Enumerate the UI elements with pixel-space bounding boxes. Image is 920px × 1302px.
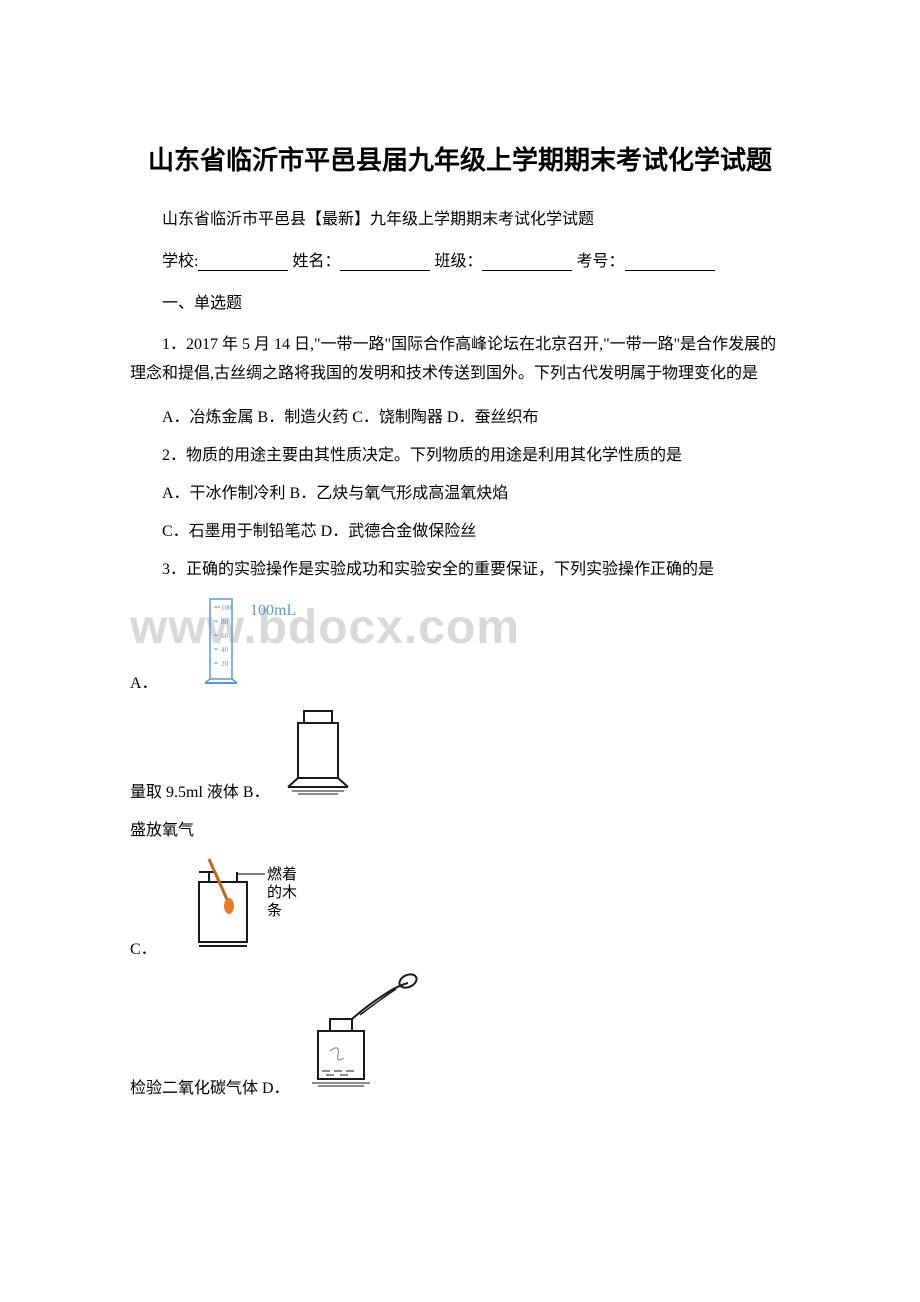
- cylinder-label: 100mL: [250, 602, 296, 619]
- name-label: 姓名：: [292, 253, 340, 270]
- document-subtitle: 山东省临沂市平邑县【最新】九年级上学期期末考试化学试题: [130, 205, 790, 229]
- svg-text:20: 20: [221, 660, 229, 668]
- q3-opt-d-text: 检验二氧化碳气体 D．: [130, 1074, 290, 1098]
- question-1: 1．2017 年 5 月 14 日,"一带一路"国际合作高峰论坛在北京召开,"一…: [130, 331, 790, 389]
- school-blank: [198, 251, 288, 271]
- section-heading: 一、单选题: [130, 289, 790, 313]
- svg-text:60: 60: [221, 632, 229, 640]
- q1-options: A．冶炼金属 B．制造火药 C．饶制陶器 D．蚕丝织布: [130, 403, 790, 427]
- q2-options-line2: C．石墨用于制铅笔芯 D．武德合金做保险丝: [130, 517, 790, 541]
- q3-option-c: C． 燃着 的木 条: [130, 854, 790, 959]
- svg-text:100: 100: [221, 604, 232, 612]
- examid-blank: [625, 251, 715, 271]
- document-title: 山东省临沂市平邑县届九年级上学期期末考试化学试题: [130, 140, 790, 177]
- burning-stick-bottle-image: 燃着 的木 条: [189, 854, 349, 959]
- student-info-form: 学校: 姓名： 班级： 考号：: [130, 247, 790, 271]
- examid-label: 考号：: [576, 253, 624, 270]
- q3-option-a: A． 100 80 60 40 20 100mL: [130, 593, 790, 693]
- q3-opt-b-after: 盛放氧气: [130, 816, 790, 840]
- q3-opt-a-letter: A．: [130, 669, 158, 693]
- q3-text: 3．正确的实验操作是实验成功和实验安全的重要保证，下列实验操作正确的是: [130, 555, 790, 579]
- name-blank: [340, 251, 430, 271]
- q3-option-d: 检验二氧化碳气体 D．: [130, 973, 790, 1098]
- q3-opt-b-text: 量取 9.5ml 液体 B．: [130, 778, 270, 802]
- q2-text: 2．物质的用途主要由其性质决定。下列物质的用途是利用其化学性质的是: [130, 441, 790, 465]
- svg-text:40: 40: [221, 646, 229, 654]
- smell-gas-image: [300, 973, 430, 1098]
- document-content: 山东省临沂市平邑县届九年级上学期期末考试化学试题 山东省临沂市平邑县【最新】九年…: [130, 140, 790, 1098]
- q3-opt-c-letter: C．: [130, 935, 157, 959]
- svg-text:80: 80: [221, 618, 229, 626]
- svg-text:条: 条: [267, 902, 282, 919]
- q2-options-line1: A．干冰作制冷利 B．乙炔与氧气形成高温氧炔焰: [130, 479, 790, 503]
- svg-text:的木: 的木: [267, 884, 297, 901]
- class-blank: [482, 251, 572, 271]
- q1-text: 1．2017 年 5 月 14 日,"一带一路"国际合作高峰论坛在北京召开,"一…: [130, 331, 790, 389]
- gas-bottle-image: [280, 707, 350, 802]
- graduated-cylinder-image: 100 80 60 40 20 100mL: [190, 593, 340, 693]
- school-label: 学校:: [162, 253, 198, 270]
- svg-text:燃着: 燃着: [267, 865, 297, 883]
- class-label: 班级：: [434, 253, 482, 270]
- q3-option-b: 量取 9.5ml 液体 B．: [130, 707, 790, 802]
